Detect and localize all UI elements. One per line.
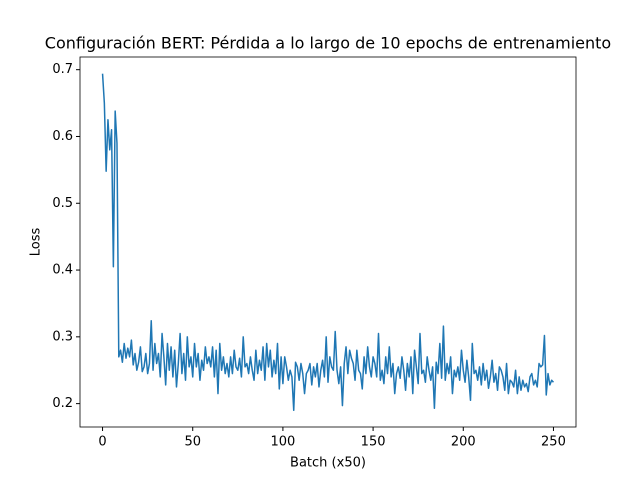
y-tick-label: 0.3: [52, 329, 73, 344]
y-tick-label: 0.4: [52, 263, 73, 278]
x-tick-label: 250: [541, 435, 566, 450]
x-tick-label: 200: [451, 435, 476, 450]
y-tick-label: 0.5: [52, 196, 73, 211]
x-axis-label: Batch (x50): [290, 456, 366, 471]
x-tick-label: 150: [361, 435, 386, 450]
y-axis-label: Loss: [29, 228, 44, 257]
x-tick-label: 0: [98, 435, 106, 450]
y-tick-label: 0.2: [52, 396, 73, 411]
data-line: [101, 73, 555, 412]
x-tick-label: 100: [270, 435, 295, 450]
plot-frame: [79, 56, 577, 428]
y-tick-label: 0.7: [52, 62, 73, 77]
x-tick-label: 50: [184, 435, 201, 450]
chart-title: Configuración BERT: Pérdida a lo largo d…: [45, 34, 611, 53]
y-tick-label: 0.6: [52, 129, 73, 144]
